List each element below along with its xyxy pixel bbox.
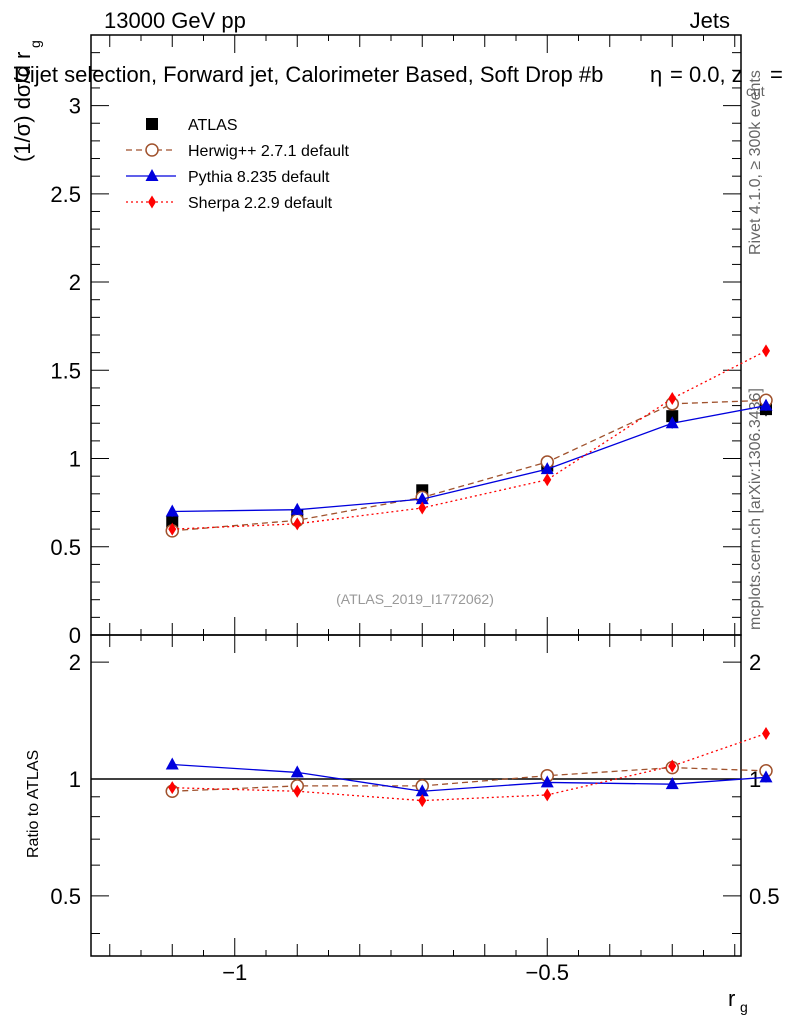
main-pythia-point xyxy=(290,502,304,515)
header-right: Jets xyxy=(690,8,730,33)
legend-entry-label: ATLAS xyxy=(188,117,238,134)
legend-marker xyxy=(146,118,158,130)
ratio-ylabel: Ratio to ATLAS xyxy=(25,750,42,858)
rivet-version-label: Rivet 4.1.0, ≥ 300k events xyxy=(747,70,764,255)
main-ylabel-sub: g xyxy=(27,40,43,48)
ratio-sherpa-point xyxy=(293,784,302,798)
ratio-series-layer xyxy=(91,727,773,808)
main-sherpa-point xyxy=(668,392,677,406)
main-sherpa-point xyxy=(543,473,552,487)
ratio-sherpa-point xyxy=(168,781,177,795)
mcplots-label: mcplots.cern.ch [arXiv:1306.3436] xyxy=(747,388,764,630)
main-sherpa-point xyxy=(168,522,177,536)
axis-tick-labels: 0 0.5 1 1.5 2 2.5 3 0.5 0.5 1 1 2 2 −1 −0.5 xyxy=(50,94,779,985)
ratio-sherpa-point xyxy=(543,788,552,802)
plot-title-eta: η xyxy=(650,62,662,87)
main-sherpa-point xyxy=(418,501,427,515)
analysis-watermark: (ATLAS_2019_I1772062) xyxy=(336,591,494,607)
plot-title-cont: = 0.0, z xyxy=(670,62,743,87)
ratio-pythia-point xyxy=(759,770,773,783)
main-ytick-label: 1.5 xyxy=(50,358,81,383)
legend-marker xyxy=(148,195,156,209)
main-pythia-point xyxy=(540,462,554,475)
main-ytick-label: 0 xyxy=(69,623,81,648)
main-ytick-label: 2 xyxy=(69,270,81,295)
legend-marker xyxy=(145,169,159,181)
main-ytick-label: 3 xyxy=(69,94,81,119)
main-series-layer xyxy=(165,344,773,538)
main-pythia-point xyxy=(165,504,179,517)
legend: ATLAS Herwig++ 2.7.1 default Pythia 8.235 … xyxy=(126,117,350,212)
ratio-pythia-point xyxy=(540,775,554,788)
ratio-ytick-label-right: 2 xyxy=(749,650,761,675)
main-sherpa-line xyxy=(172,350,767,530)
main-ytick-label: 2.5 xyxy=(50,182,81,207)
axis-ticks xyxy=(91,34,741,956)
plot-title-end: = xyxy=(770,62,783,87)
xlabel-sub: g xyxy=(740,999,748,1015)
header-left: 13000 GeV pp xyxy=(104,8,246,33)
main-sherpa-point xyxy=(762,344,770,358)
ratio-pythia-point xyxy=(165,757,179,770)
xlabel: r xyxy=(728,986,735,1011)
legend-entry-label: Pythia 8.235 default xyxy=(188,169,330,186)
main-pythia-point xyxy=(415,492,429,505)
main-ytick-label: 1 xyxy=(69,447,81,472)
plot-title: Dijet selection, Forward jet, Calorimete… xyxy=(14,62,603,87)
ratio-panel-frame xyxy=(90,634,742,957)
xtick-label: −0.5 xyxy=(526,960,569,985)
main-pythia-point xyxy=(665,416,679,429)
main-sherpa-point xyxy=(293,517,302,531)
main-pythia-point xyxy=(759,398,773,411)
main-pythia-line xyxy=(172,404,767,513)
xtick-label: −1 xyxy=(222,960,247,985)
ratio-pythia-point xyxy=(415,784,429,797)
ratio-ytick-label: 2 xyxy=(69,650,81,675)
plot-title-sub: cut xyxy=(746,83,765,99)
ratio-ytick-label: 1 xyxy=(69,767,81,792)
legend-marker xyxy=(145,143,159,157)
ratio-sherpa-line xyxy=(172,732,767,802)
legend-entry-label: Herwig++ 2.7.1 default xyxy=(188,143,350,160)
ratio-ytick-label: 0.5 xyxy=(50,884,81,909)
ratio-herwig-line xyxy=(172,766,767,792)
ratio-pythia-point xyxy=(665,777,679,790)
main-atlas-point xyxy=(666,410,679,423)
ratio-sherpa-point xyxy=(668,759,677,773)
main-herwig-line xyxy=(172,399,767,532)
ratio-pythia-point xyxy=(290,765,304,778)
ratio-ytick-label-right: 0.5 xyxy=(749,884,780,909)
ratio-pythia-line xyxy=(172,763,767,792)
ratio-sherpa-point xyxy=(762,727,770,741)
main-ylabel: (1/σ) dσ/d r xyxy=(10,52,35,162)
ratio-sherpa-point xyxy=(418,794,427,808)
legend-entry-label: Sherpa 2.2.9 default xyxy=(188,195,333,212)
main-ytick-label: 0.5 xyxy=(50,535,81,560)
ratio-ytick-label-right: 1 xyxy=(749,767,761,792)
